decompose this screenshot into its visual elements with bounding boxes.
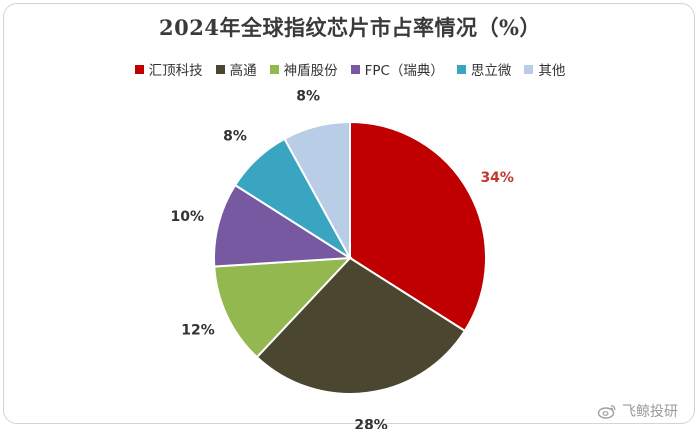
slice-label: 28% [354, 418, 388, 429]
watermark-text: 飞鲸投研 [622, 404, 678, 420]
slice-label: 12% [181, 323, 215, 339]
legend-swatch [524, 64, 534, 74]
chart-title: 2024年全球指纹芯片市占率情况（%） [159, 15, 541, 40]
legend-item: 其他 [524, 59, 565, 79]
legend-item: 高通 [215, 59, 257, 79]
legend-label: 汇顶科技 [148, 63, 203, 79]
weibo-icon [597, 404, 616, 419]
legend-item: 汇顶科技 [134, 59, 203, 79]
slice-label: 34% [480, 170, 514, 186]
legend-item: 思立微 [456, 59, 512, 79]
legend-item: 神盾股份 [269, 59, 338, 79]
pie-slice [213, 256, 353, 359]
legend-label: FPC（瑞典） [364, 63, 444, 79]
legend-swatch [269, 64, 279, 74]
pie-slice [213, 183, 354, 268]
legend-label: 思立微 [470, 63, 512, 79]
pie-slice [283, 120, 351, 259]
legend-swatch [134, 64, 144, 74]
legend-swatch [456, 64, 466, 74]
legend-label: 高通 [229, 63, 257, 79]
slice-label: 10% [171, 209, 205, 225]
slice-label: 8% [296, 88, 320, 104]
slice-label: 8% [223, 129, 247, 145]
legend-item: FPC（瑞典） [350, 59, 444, 79]
legend-label: 神盾股份 [283, 63, 338, 79]
legend-swatch [350, 64, 360, 74]
chart-legend: 汇顶科技 高通 神盾股份 FPC（瑞典） 思立微 其他 [0, 59, 700, 79]
legend-swatch [215, 64, 225, 74]
watermark: 飞鲸投研 [597, 401, 678, 421]
pie-slice [255, 256, 467, 395]
legend-label: 其他 [538, 63, 566, 79]
